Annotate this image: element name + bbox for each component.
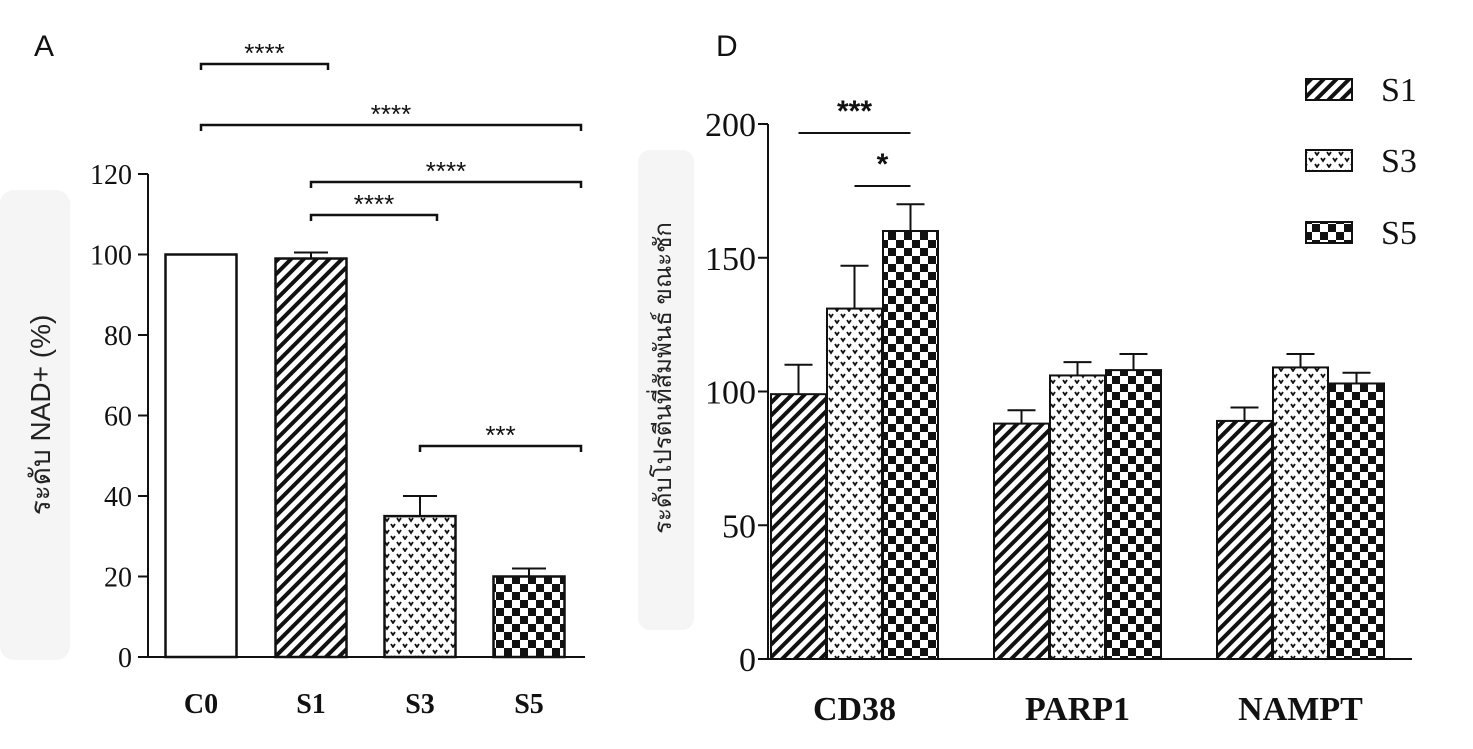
- significance-label-a: ****: [244, 38, 284, 68]
- y-tick-label-a: 120: [90, 160, 132, 191]
- category-label-parp1: PARP1: [1025, 691, 1130, 728]
- significance-bracket-a: [199, 123, 583, 131]
- category-label-nampt: NAMPT: [1238, 691, 1363, 728]
- y-tick-label-d: 200: [705, 107, 756, 144]
- legend-label-s1: S1: [1381, 72, 1417, 109]
- y-tick-label-a: 60: [104, 402, 132, 433]
- y-tick-label-d: 0: [739, 642, 756, 679]
- bar-s3: [383, 514, 457, 659]
- ylabel-backdrop-a: [0, 190, 70, 660]
- y-tick-label-d: 150: [705, 241, 756, 278]
- ylabel-backdrop-d: [638, 150, 694, 630]
- y-tick-label-d: 50: [722, 508, 756, 545]
- panel-d: D ระดับโปรตีนที่สัมพันธ์ ขณะชัก 0 50 100 15…: [646, 30, 1417, 728]
- significance-bracket-a: [309, 213, 439, 221]
- significance-label-a: ****: [371, 99, 411, 129]
- significance-bracket-a: [418, 444, 583, 452]
- category-label-c0: C0: [184, 689, 218, 720]
- panel-a: A ระดับ NAD+ (%) 0 20 40 60 80 100 120 C0 S1 S3 S5…: [25, 30, 585, 720]
- category-label-s1: S1: [296, 689, 326, 720]
- bar-cd38-s3: [826, 307, 883, 660]
- bar-nampt-s5: [1328, 382, 1385, 660]
- y-tick-label-d: 100: [705, 375, 756, 412]
- bar-parp1-s1: [993, 422, 1050, 660]
- panel-d-ylabel: ระดับโปรตีนที่สัมพันธ์ ขณะชัก: [646, 222, 677, 534]
- bar-parp1-s3: [1049, 374, 1106, 660]
- bar-parp1-s5: [1105, 369, 1162, 660]
- legend-swatch-s3: [1305, 149, 1353, 172]
- panel-a-ylabel: ระดับ NAD+ (%): [25, 315, 56, 516]
- significance-bracket-a: [309, 180, 583, 188]
- legend-label-s5: S5: [1381, 215, 1417, 252]
- bar-s1: [274, 257, 348, 659]
- panel-a-label: A: [34, 30, 54, 63]
- significance-bracket-a: [199, 62, 330, 70]
- category-label-s3: S3: [405, 689, 435, 720]
- legend-label-s3: S3: [1381, 143, 1417, 180]
- legend-swatch-s5: [1305, 221, 1353, 244]
- significance-label-d: *: [877, 148, 889, 181]
- y-tick-label-a: 0: [118, 643, 132, 674]
- category-label-cd38: CD38: [813, 691, 896, 728]
- significance-label-d: ***: [837, 95, 872, 128]
- significance-label-a: ****: [426, 156, 466, 186]
- bar-cd38-s5: [882, 230, 939, 660]
- panel-d-label: D: [716, 30, 738, 63]
- bar-cd38-s1: [770, 393, 827, 660]
- y-tick-label-a: 40: [104, 482, 132, 513]
- bar-nampt-s3: [1272, 366, 1329, 660]
- bar-s5: [492, 575, 566, 659]
- legend-swatch-s1: [1305, 78, 1353, 101]
- y-tick-label-a: 100: [90, 241, 132, 272]
- category-label-s5: S5: [514, 689, 544, 720]
- bar-c0: [164, 253, 238, 659]
- y-tick-label-a: 80: [104, 321, 132, 352]
- significance-label-a: ****: [354, 189, 394, 219]
- y-tick-label-a: 20: [104, 563, 132, 594]
- bar-nampt-s1: [1216, 419, 1273, 660]
- significance-label-a: ***: [485, 420, 515, 450]
- legend-d: S1 S3 S5: [1305, 72, 1417, 252]
